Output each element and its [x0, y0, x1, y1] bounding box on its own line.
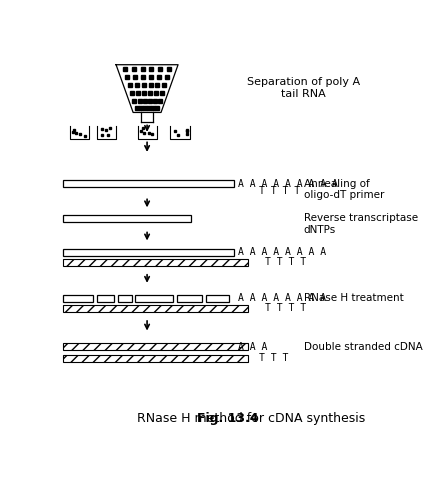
Text: A A A: A A A: [238, 342, 267, 352]
Text: Fig. 13.4: Fig. 13.4: [197, 412, 259, 426]
Text: A A A A A A A A: A A A A A A A A: [238, 247, 326, 257]
Bar: [63, 305, 248, 312]
Polygon shape: [116, 65, 178, 112]
Bar: [63, 295, 93, 302]
Text: RNase H treatment: RNase H treatment: [303, 293, 403, 304]
Text: T T T: T T T: [259, 353, 288, 364]
Text: Reverse transcriptase
dNTPs: Reverse transcriptase dNTPs: [303, 213, 418, 235]
Text: T T T T: T T T T: [259, 186, 300, 196]
Bar: [135, 295, 173, 302]
Bar: [177, 295, 202, 302]
Text: RNase H method for cDNA synthesis: RNase H method for cDNA synthesis: [133, 412, 365, 426]
Bar: [117, 295, 132, 302]
Bar: [206, 295, 229, 302]
Text: A A A A A A A A A: A A A A A A A A A: [238, 179, 338, 189]
Bar: [97, 295, 114, 302]
Bar: [63, 215, 191, 222]
Bar: [63, 249, 234, 256]
Bar: [63, 180, 234, 187]
Bar: [63, 344, 248, 350]
Text: Separation of poly A
tail RNA: Separation of poly A tail RNA: [247, 77, 360, 99]
Text: A A A A A A A A: A A A A A A A A: [238, 293, 326, 304]
Bar: [63, 259, 248, 265]
Text: T T T T: T T T T: [265, 304, 306, 313]
Text: T T T T: T T T T: [265, 257, 306, 267]
Text: Annealing of
oligo-dT primer: Annealing of oligo-dT primer: [303, 179, 384, 200]
Bar: [63, 355, 248, 362]
Text: Double stranded cDNA: Double stranded cDNA: [303, 342, 422, 352]
